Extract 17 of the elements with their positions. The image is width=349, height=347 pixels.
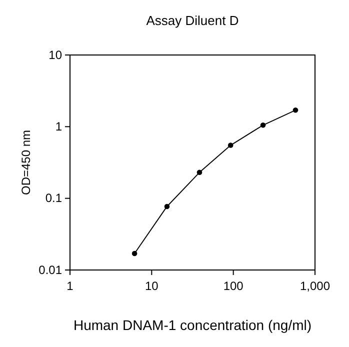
y-tick-label: 0.01 (38, 262, 62, 277)
x-tick-label: 100 (223, 279, 244, 293)
chart-title: Assay Diluent D (146, 13, 239, 28)
x-axis-title: Human DNAM-1 concentration (ng/ml) (73, 317, 312, 333)
point (228, 142, 234, 148)
y-tick-label: 0.1 (45, 191, 62, 206)
x-tick-label: 1 (66, 279, 74, 293)
point (292, 108, 298, 113)
y-axis-title: OD=450 nm (19, 130, 33, 196)
x-tick-label: 1,000 (300, 279, 330, 293)
point (132, 250, 138, 256)
x-tick-label: 10 (144, 279, 159, 293)
y-tick-label: 10 (48, 48, 62, 62)
point (164, 204, 170, 210)
point (196, 170, 202, 176)
point (260, 122, 266, 128)
y-tick-label: 1 (55, 120, 62, 134)
